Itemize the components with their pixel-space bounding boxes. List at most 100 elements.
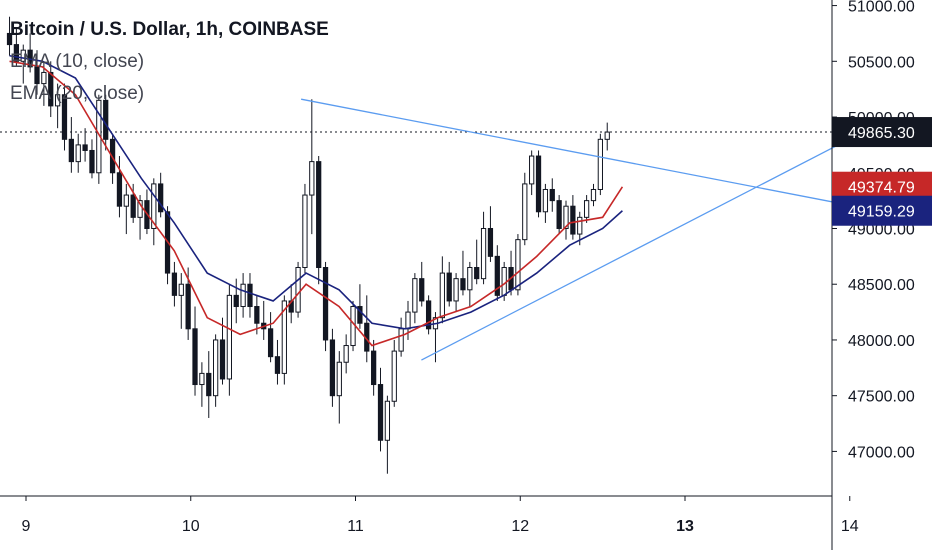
candle-body — [384, 400, 391, 441]
candle-body — [405, 311, 411, 330]
candle-body — [316, 161, 322, 269]
candle — [446, 261, 452, 307]
candle — [274, 339, 281, 385]
candle-body — [309, 161, 315, 196]
candle-body — [178, 283, 184, 296]
candle — [487, 206, 494, 262]
candle-body — [542, 188, 549, 213]
price-badge-label: 49865.30 — [848, 125, 915, 142]
y-tick-label: 49000.00 — [848, 221, 915, 238]
candle-body — [123, 194, 129, 207]
candle-body — [274, 356, 281, 374]
candle — [240, 273, 246, 318]
x-tick-label: 11 — [347, 518, 364, 535]
candle-body — [302, 194, 308, 269]
candle — [226, 284, 233, 396]
candle — [357, 284, 363, 329]
candle-body — [398, 328, 404, 352]
candle-body — [336, 361, 342, 397]
candle — [549, 178, 555, 212]
ema10-line — [9, 60, 624, 347]
y-tick-label: 47500.00 — [848, 389, 915, 406]
candle-body — [391, 350, 397, 402]
trendline-1[interactable] — [301, 98, 867, 210]
candle-body — [322, 267, 329, 341]
candle — [570, 195, 576, 240]
price-badge-label: 49159.29 — [848, 204, 915, 221]
candle — [233, 278, 239, 324]
candle — [34, 50, 40, 95]
candle — [597, 133, 603, 196]
candle — [261, 300, 267, 340]
candle-body — [515, 239, 521, 291]
candle-body — [103, 99, 109, 140]
candle — [130, 183, 136, 223]
candle-body — [34, 66, 40, 85]
candle-body — [570, 205, 576, 235]
candle-body — [267, 328, 274, 358]
candle-body — [467, 267, 473, 291]
candle — [522, 172, 528, 246]
candle — [377, 367, 384, 452]
x-tick-label: 10 — [182, 518, 200, 535]
candle — [48, 61, 54, 118]
candle — [254, 295, 260, 335]
ema20-line — [9, 54, 623, 330]
candle-body — [343, 345, 349, 363]
candle — [302, 183, 308, 274]
price-badge-label: 49374.79 — [848, 180, 915, 197]
candle — [116, 156, 123, 218]
trendlines[interactable] — [301, 98, 867, 361]
candle-body — [20, 49, 26, 62]
candle — [13, 27, 20, 67]
candle — [54, 83, 61, 129]
candle-body — [6, 32, 13, 46]
candle — [6, 16, 13, 56]
price-badge-ema20: 49159.29 — [832, 195, 932, 226]
candle-body — [68, 138, 74, 163]
candle — [453, 273, 459, 313]
y-tick-label: 50500.00 — [848, 54, 915, 71]
trendline-2[interactable] — [421, 129, 867, 361]
candle — [460, 250, 466, 296]
candle-body — [116, 172, 123, 207]
candle-body — [419, 278, 425, 302]
candle — [556, 195, 562, 235]
candle-body — [425, 300, 432, 330]
candle — [364, 295, 370, 363]
candle — [96, 94, 102, 184]
candle-body — [41, 71, 47, 85]
candle-body — [199, 372, 205, 386]
candle-body — [494, 255, 500, 296]
candle-body — [89, 149, 95, 174]
candle — [322, 261, 329, 352]
candles — [6, 16, 610, 474]
candle — [295, 261, 301, 318]
candle — [206, 351, 212, 418]
candle — [398, 317, 404, 357]
x-tick-label: 12 — [511, 518, 529, 535]
candle — [474, 239, 480, 285]
candle-body — [453, 278, 459, 302]
candle-body — [501, 267, 507, 296]
candle — [178, 273, 184, 329]
candle-body — [192, 328, 198, 386]
ema-lines — [9, 54, 624, 347]
candle-body — [171, 272, 178, 296]
candle-body — [13, 44, 20, 62]
candle-body — [158, 183, 164, 213]
ema10-legend[interactable]: EMA (10, close) — [10, 51, 145, 72]
price-badge-bg — [832, 195, 932, 226]
candle — [219, 317, 226, 385]
ema20-legend[interactable]: EMA (20, close) — [10, 83, 145, 104]
candle-body — [446, 272, 452, 302]
candle — [529, 150, 535, 196]
candle-body — [54, 94, 61, 107]
candle — [343, 334, 349, 374]
x-tick-label: 13 — [676, 518, 694, 535]
candle — [151, 178, 157, 246]
candle-body — [185, 283, 191, 330]
candle — [158, 172, 164, 218]
candle-body — [474, 267, 480, 280]
